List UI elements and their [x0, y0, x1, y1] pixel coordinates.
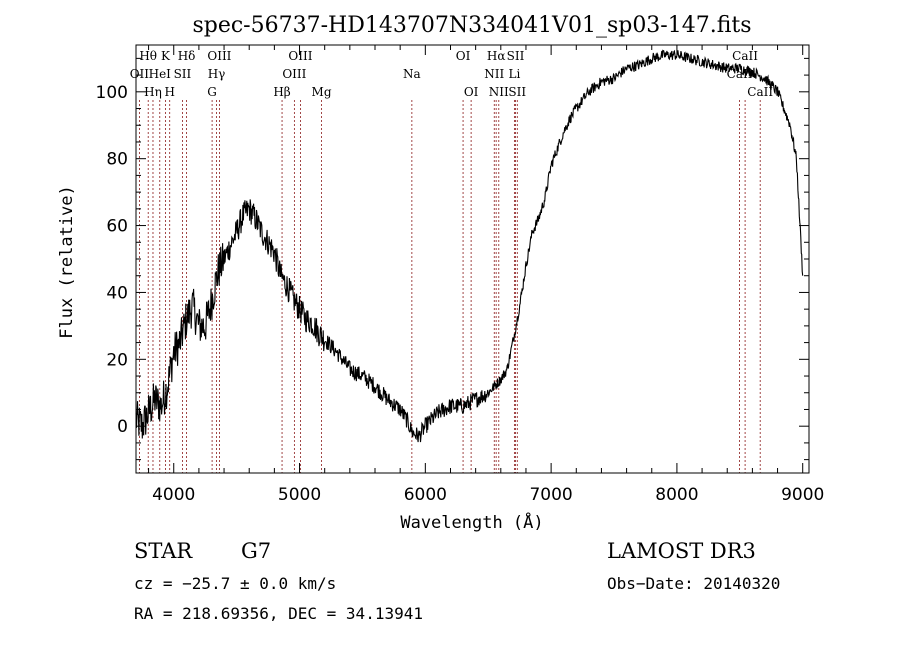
- marker-label-2: Hη: [144, 85, 162, 99]
- marker-label-21: Li: [508, 67, 520, 81]
- object-subclass: G7: [241, 539, 272, 563]
- line-markers: Hθ OII Hη K HeI H Hδ SII OIII Hγ G OIII OIII Hβ Mg Na OI…: [130, 49, 773, 473]
- marker-label-23: SII: [508, 85, 526, 99]
- marker-label-18: Hα: [487, 49, 506, 63]
- marker-label-17: OI: [464, 85, 479, 99]
- object-class: STAR: [134, 539, 193, 563]
- redshift-velocity: cz = −25.7 ± 0.0 km/s: [134, 574, 337, 593]
- marker-label-0: Hθ: [139, 49, 157, 63]
- x-tick-label-8000: 8000: [655, 485, 698, 505]
- y-tick-label-0: 0: [117, 417, 128, 437]
- y-axis-label: Flux (relative): [57, 185, 77, 339]
- marker-label-13: Hβ: [273, 85, 290, 99]
- spectrum-series-line: [135, 49, 804, 443]
- y-tick-label-80: 80: [106, 150, 128, 170]
- marker-label-24: CaII: [732, 49, 758, 63]
- marker-label-6: Hδ: [178, 49, 196, 63]
- marker-label-12: OIII: [282, 67, 306, 81]
- observation-date: Obs−Date: 20140320: [607, 574, 781, 593]
- marker-label-20: NII: [484, 67, 504, 81]
- x-axis-label: Wavelength (Å): [400, 511, 543, 533]
- x-tick-label-9000: 9000: [781, 485, 824, 505]
- marker-label-16: OI: [456, 49, 471, 63]
- x-tick-label-4000: 4000: [152, 485, 195, 505]
- marker-label-4: HeI: [149, 67, 172, 81]
- marker-label-1: OII: [130, 67, 150, 81]
- y-tick-label-60: 60: [106, 217, 128, 237]
- survey-name: LAMOST DR3: [607, 539, 756, 563]
- marker-label-8: OIII: [207, 49, 231, 63]
- marker-label-7: SII: [174, 67, 192, 81]
- plot-frame: [135, 44, 810, 474]
- axis-ticks: 4000 5000 6000 7000 8000 9000 0 20 40 60 80 100: [96, 45, 824, 505]
- x-tick-label-5000: 5000: [278, 485, 321, 505]
- y-tick-label-40: 40: [106, 283, 128, 303]
- chart-title: spec-56737-HD143707N334041V01_sp03-147.f…: [192, 13, 751, 38]
- x-tick-label-6000: 6000: [404, 485, 447, 505]
- marker-label-10: G: [207, 85, 217, 99]
- y-tick-label-100: 100: [96, 83, 128, 103]
- marker-label-22: NII: [489, 85, 509, 99]
- x-tick-label-7000: 7000: [529, 485, 572, 505]
- marker-label-19: SII: [507, 49, 525, 63]
- marker-label-9: Hγ: [208, 67, 226, 81]
- y-tick-label-20: 20: [106, 350, 128, 370]
- marker-label-26: CaII: [747, 85, 773, 99]
- marker-label-11: OIII: [288, 49, 312, 63]
- coordinates: RA = 218.69356, DEC = 34.13941: [134, 604, 423, 623]
- marker-label-5: H: [164, 85, 174, 99]
- marker-label-14: Mg: [312, 85, 332, 99]
- marker-label-15: Na: [403, 67, 421, 81]
- marker-label-3: K: [161, 49, 171, 63]
